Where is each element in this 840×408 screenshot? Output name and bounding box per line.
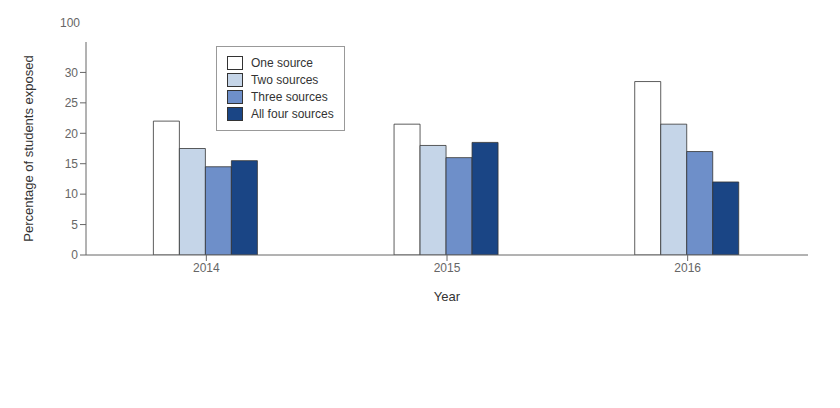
html-text:100: 100 — [60, 16, 80, 30]
svg-text:2016: 2016 — [674, 261, 701, 275]
svg-text:25: 25 — [65, 96, 79, 110]
svg-text:5: 5 — [71, 218, 78, 232]
svg-text:2015: 2015 — [434, 261, 461, 275]
html-text:Two sources: Two sources — [251, 73, 319, 87]
html-text:Three sources: Three sources — [251, 90, 328, 104]
html-text:One source: One source — [251, 56, 313, 70]
svg-text:20: 20 — [65, 127, 79, 141]
svg-text:2014: 2014 — [193, 261, 220, 275]
svg-text:Year: Year — [434, 289, 461, 304]
svg-text:10: 10 — [65, 187, 79, 201]
svg-text:15: 15 — [65, 157, 79, 171]
svg-text:Percentage of students exposed: Percentage of students exposed — [21, 55, 36, 241]
svg-text:0: 0 — [71, 248, 78, 262]
html-text:All four sources: All four sources — [251, 107, 334, 121]
svg-text:30: 30 — [65, 66, 79, 80]
